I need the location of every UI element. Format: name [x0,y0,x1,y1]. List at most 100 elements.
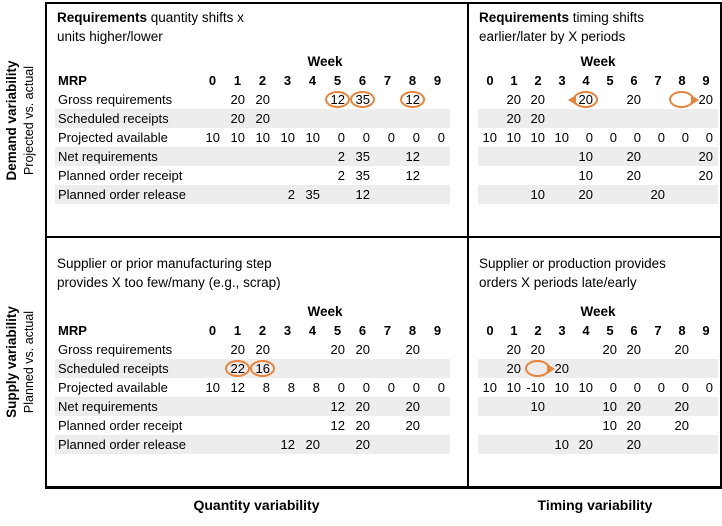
table-cell: 8 [287,380,295,395]
table-cell [375,416,400,435]
table-cell: 20 [355,437,370,452]
table-cell: 20 [405,399,420,414]
table-cell: 10 [506,130,521,145]
table-cell [670,185,694,204]
table-row: 10 10 10 10 0 0 0 0 0 0 [478,128,718,147]
table-cell: 2 [337,149,345,164]
table-cell [646,359,670,378]
table-cell: 0 [657,380,665,395]
row-label: Scheduled receipts [58,111,169,126]
table-cell: 10 [255,130,270,145]
table-row: 20 20 [478,109,718,128]
table-cell [550,185,574,204]
table-row: 10 20 20 [478,185,718,204]
table-cell [250,166,275,185]
week-number: 5 [333,323,342,338]
table-cell: 10 [280,130,295,145]
table-cell: 20 [674,342,689,357]
table-cell: 20 [230,111,245,126]
table-cell [250,416,275,435]
table-cell: 20 [626,418,641,433]
table-cell: 20 [698,92,713,107]
table-cell [550,166,574,185]
table-cell [694,435,718,454]
table-cell [502,147,526,166]
table-cell: 2 [287,187,295,202]
mrp-table-demand-quantity: Week MRP 0 1 2 3 4 5 6 7 8 9 Gross requirements 20 20 1… [55,52,450,204]
table-row: Planned order receipt 2 35 12 [55,166,450,185]
table-cell [275,166,300,185]
week-numbers-row: MRP 0 1 2 3 4 5 6 7 8 9 [55,71,450,90]
week-numbers-row: 0 1 2 3 4 5 6 7 8 9 [478,71,718,90]
table-cell [646,90,670,109]
table-cell: 16 [249,359,275,378]
table-cell: 0 [362,130,370,145]
table-cell [478,416,502,435]
table-cell: 10 [530,399,545,414]
row-label: Planned order receipt [58,418,183,433]
matrix-border-top [45,2,722,4]
week-number: 2 [258,323,267,338]
table-cell: -10 [526,380,545,395]
week-number: 5 [333,73,342,88]
table-cell: 20 [255,342,270,357]
week-number: 6 [630,73,638,88]
table-corner-spacer [55,52,200,71]
table-cell: 0 [681,130,689,145]
table-cell: 20 [698,149,713,164]
table-cell [526,435,550,454]
week-number: 0 [486,323,494,338]
table-cell: 20 [568,90,598,109]
week-header-label: Week [307,304,343,319]
table-cell [670,166,694,185]
table-cell [598,435,622,454]
week-number: 3 [283,323,292,338]
table-cell: 0 [633,130,641,145]
week-number: 1 [233,323,242,338]
table-cell [622,109,646,128]
row-axis-demand-variability: Demand variability Projected vs. actual [0,4,42,237]
table-cell [502,185,526,204]
table-cell: 10 [554,380,569,395]
week-number: 8 [408,323,417,338]
week-number: 0 [486,73,494,88]
table-cell: 20 [626,342,641,357]
table-cell: 10 [578,380,593,395]
row-label: Projected available [58,130,168,145]
table-cell: 12 [330,399,345,414]
row-label: Scheduled receipts [58,361,169,376]
circle-icon [224,360,250,377]
table-cell [622,359,646,378]
quadrant-title: Supplier or production provides orders X… [479,254,666,292]
table-cell: 20 [626,399,641,414]
week-number: 1 [233,73,242,88]
table-cell [694,109,718,128]
column-axis-timing-variability: Timing variability [537,497,653,513]
row-axis-title: Demand variability [4,60,19,181]
table-cell: 10 [578,168,593,183]
table-cell: 22 [224,359,250,378]
circle-arrow-right-icon [525,360,555,377]
week-number: 4 [308,73,317,88]
week-number: 8 [678,73,686,88]
table-cell: 20 [405,342,420,357]
table-cell: 20 [698,168,713,183]
week-number: 1 [510,323,518,338]
table-cell [375,435,400,454]
week-number: 8 [408,73,417,88]
table-cell [646,166,670,185]
table-row: Planned order release 2 35 12 [55,185,450,204]
table-cell: 20 [405,418,420,433]
week-header-row: Week [478,52,718,71]
quadrant-demand-quantity: Requirements quantity shifts x units hig… [47,4,467,236]
week-numbers-row: MRP 0 1 2 3 4 5 6 7 8 9 [55,321,450,340]
table-cell: 35 [355,168,370,183]
table-cell [550,90,574,109]
table-cell [425,397,450,416]
table-cell [670,147,694,166]
week-number: 4 [308,323,317,338]
table-cell: 20 [626,437,641,452]
table-cell: 20 [626,149,641,164]
table-cell [646,340,670,359]
quadrant-title: Supplier or prior manufacturing step pro… [57,254,281,292]
